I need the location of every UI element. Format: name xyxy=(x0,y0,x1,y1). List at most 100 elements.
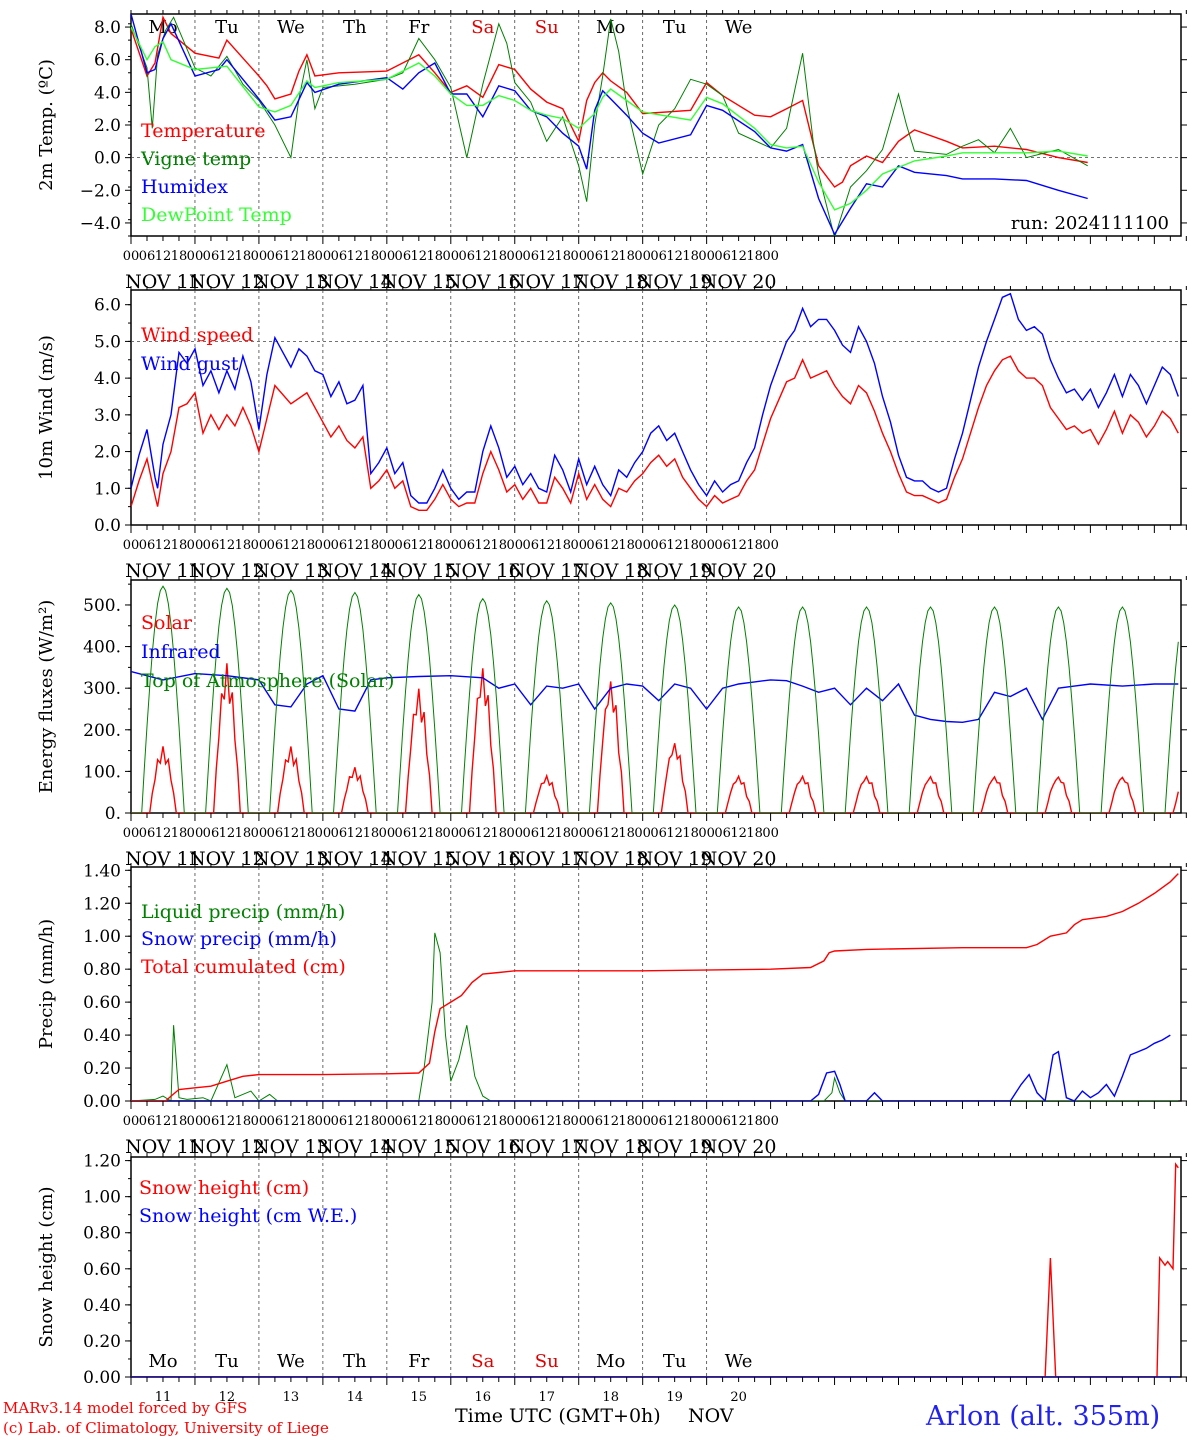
hour-label: 12 xyxy=(730,249,747,264)
hour-label: 00 xyxy=(570,1114,587,1129)
hour-label: 12 xyxy=(666,1114,683,1129)
legend-entry: Infrared xyxy=(141,641,221,663)
series-group xyxy=(131,292,1179,511)
hour-label: 18 xyxy=(235,538,252,553)
hour-label: 12 xyxy=(347,249,364,264)
hour-label: 18 xyxy=(299,1114,316,1129)
weekday-label: Sa xyxy=(471,17,494,38)
hour-label: 06 xyxy=(459,538,476,553)
day-number-label: 17 xyxy=(538,1390,555,1405)
hour-label: 06 xyxy=(650,1114,667,1129)
hour-label: 00 xyxy=(570,249,587,264)
legend-entry: Liquid precip (mm/h) xyxy=(141,901,345,923)
series-line-solar xyxy=(131,663,1179,813)
y-axis-label: Energy fluxes (W/m²) xyxy=(36,600,57,794)
hour-label: 06 xyxy=(522,1114,539,1129)
hour-label: 06 xyxy=(139,538,156,553)
hour-label: 00 xyxy=(634,249,651,264)
hour-label: 12 xyxy=(283,826,300,841)
date-label: NOV 12 xyxy=(189,560,265,582)
date-label: NOV 19 xyxy=(637,848,713,870)
y-tick-label: 0.80 xyxy=(83,960,121,980)
hour-label: 00 xyxy=(187,538,204,553)
hour-label: 00 xyxy=(123,249,140,264)
legend-entry: Wind speed xyxy=(141,324,253,346)
hour-label: 18 xyxy=(427,249,444,264)
hour-label: 00 xyxy=(315,538,332,553)
y-tick-label: 300. xyxy=(83,679,121,699)
date-label: NOV 17 xyxy=(509,848,585,870)
hour-label: 00 xyxy=(187,826,204,841)
date-label: NOV 15 xyxy=(381,1136,457,1158)
hour-label: 12 xyxy=(411,538,428,553)
time-axis-label: Time UTC (GMT+0h) xyxy=(455,1405,661,1427)
y-tick-label: −4.0 xyxy=(80,214,121,234)
hour-label: 12 xyxy=(283,538,300,553)
date-label: NOV 19 xyxy=(637,271,713,293)
hour-label: 00 xyxy=(762,249,779,264)
series-line-temperature xyxy=(131,15,1088,188)
hour-label: 06 xyxy=(522,826,539,841)
plot-frame xyxy=(130,289,1182,526)
hour-label: 12 xyxy=(219,1114,236,1129)
hour-label: 18 xyxy=(299,538,316,553)
hour-label: 12 xyxy=(666,249,683,264)
hour-label: 06 xyxy=(395,826,412,841)
hour-label: 06 xyxy=(203,1114,220,1129)
y-tick-label: 2.0 xyxy=(94,443,121,463)
series-group xyxy=(131,585,1179,813)
hour-label: 18 xyxy=(618,1114,635,1129)
hour-label: 00 xyxy=(315,826,332,841)
hour-label: 00 xyxy=(443,249,460,264)
series-line-snow-height-cm- xyxy=(131,1162,1179,1377)
series-line-infrared xyxy=(131,670,1179,724)
day-number-label: 13 xyxy=(283,1390,300,1405)
hour-label: 18 xyxy=(299,826,316,841)
date-label: NOV 16 xyxy=(445,271,521,293)
hour-label: 12 xyxy=(411,249,428,264)
hour-label: 00 xyxy=(379,538,396,553)
y-tick-label: 1.20 xyxy=(83,894,121,914)
hour-label: 00 xyxy=(698,538,715,553)
y-tick-label: 1.00 xyxy=(83,1188,121,1208)
hour-label: 06 xyxy=(267,1114,284,1129)
date-label: NOV 12 xyxy=(189,1136,265,1158)
hour-label: 00 xyxy=(762,1114,779,1129)
hour-label: 00 xyxy=(443,1114,460,1129)
hour-label: 00 xyxy=(634,1114,651,1129)
date-label: NOV 17 xyxy=(509,1136,585,1158)
hour-label: 18 xyxy=(427,826,444,841)
series-line-wind-gust xyxy=(131,292,1179,504)
hour-label: 18 xyxy=(618,538,635,553)
y-tick-label: 1.20 xyxy=(83,1152,121,1172)
hour-label: 06 xyxy=(459,826,476,841)
hour-label: 00 xyxy=(443,538,460,553)
hour-label: 06 xyxy=(586,249,603,264)
y-tick-label: 0.60 xyxy=(83,993,121,1013)
date-label: NOV 16 xyxy=(445,848,521,870)
date-label: NOV 19 xyxy=(637,1136,713,1158)
hour-label: 12 xyxy=(347,826,364,841)
y-tick-label: 0.00 xyxy=(83,1368,121,1388)
y-tick-label: 0.0 xyxy=(94,149,121,169)
hour-label: 06 xyxy=(395,1114,412,1129)
y-tick-label: 5.0 xyxy=(94,332,121,352)
lab-credit: (c) Lab. of Climatology, University of L… xyxy=(3,1419,329,1437)
date-label: NOV 15 xyxy=(381,848,457,870)
run-label: run: 2024111100 xyxy=(1011,213,1169,234)
hour-label: 12 xyxy=(155,826,172,841)
hour-label: 12 xyxy=(475,1114,492,1129)
hour-label: 18 xyxy=(299,249,316,264)
weekday-label: Sa xyxy=(471,1351,494,1372)
weekday-label: We xyxy=(725,1351,753,1372)
hour-label: 12 xyxy=(155,538,172,553)
date-label: NOV 14 xyxy=(317,1136,393,1158)
hour-label: 06 xyxy=(331,538,348,553)
day-number-label: 12 xyxy=(219,1390,236,1405)
hour-label: 06 xyxy=(586,538,603,553)
y-tick-label: 1.40 xyxy=(83,861,121,881)
hour-label: 18 xyxy=(682,826,699,841)
y-tick-label: 0.60 xyxy=(83,1260,121,1280)
date-label: NOV 19 xyxy=(637,560,713,582)
